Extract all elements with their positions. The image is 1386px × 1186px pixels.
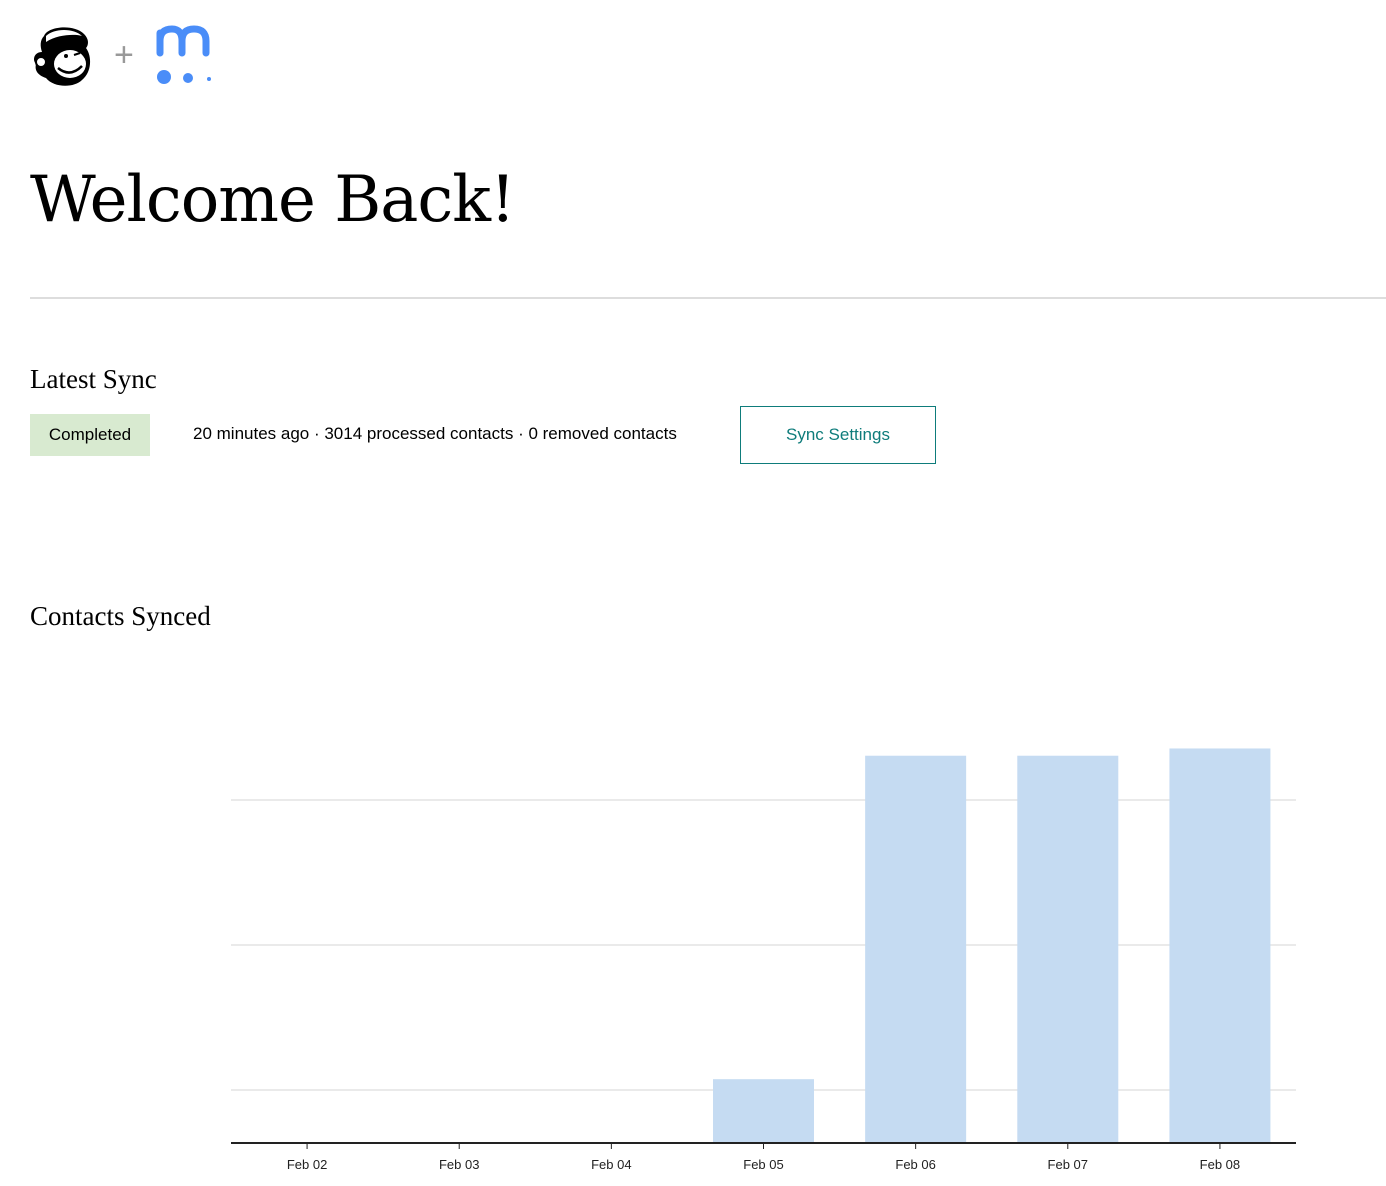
latest-sync-heading: Latest Sync (30, 364, 157, 394)
x-tick-label: Feb 06 (895, 1157, 935, 1172)
x-tick-label: Feb 02 (287, 1157, 327, 1172)
status-badge: Completed (30, 414, 150, 456)
header-logos: + (30, 22, 214, 88)
sync-settings-button[interactable]: Sync Settings (740, 406, 936, 464)
divider (30, 297, 1386, 299)
bar-feb-07 (1017, 755, 1119, 1143)
x-tick-label: Feb 03 (439, 1157, 479, 1172)
bar-feb-06 (865, 755, 967, 1143)
bar-feb-05 (713, 1079, 814, 1143)
page-title: Welcome Back! (30, 163, 516, 237)
x-tick-label: Feb 08 (1200, 1157, 1240, 1172)
x-tick-label: Feb 04 (591, 1157, 631, 1172)
x-tick-label: Feb 07 (1048, 1157, 1088, 1172)
chart-title: Contacts Synced (30, 601, 211, 631)
plus-separator: + (114, 35, 134, 74)
bar-feb-08 (1169, 748, 1271, 1143)
meetup-logo-icon (156, 25, 211, 84)
x-tick-label: Feb 05 (743, 1157, 783, 1172)
sync-details: 20 minutes ago · 3014 processed contacts… (193, 424, 677, 443)
mailchimp-logo-icon (34, 27, 91, 86)
